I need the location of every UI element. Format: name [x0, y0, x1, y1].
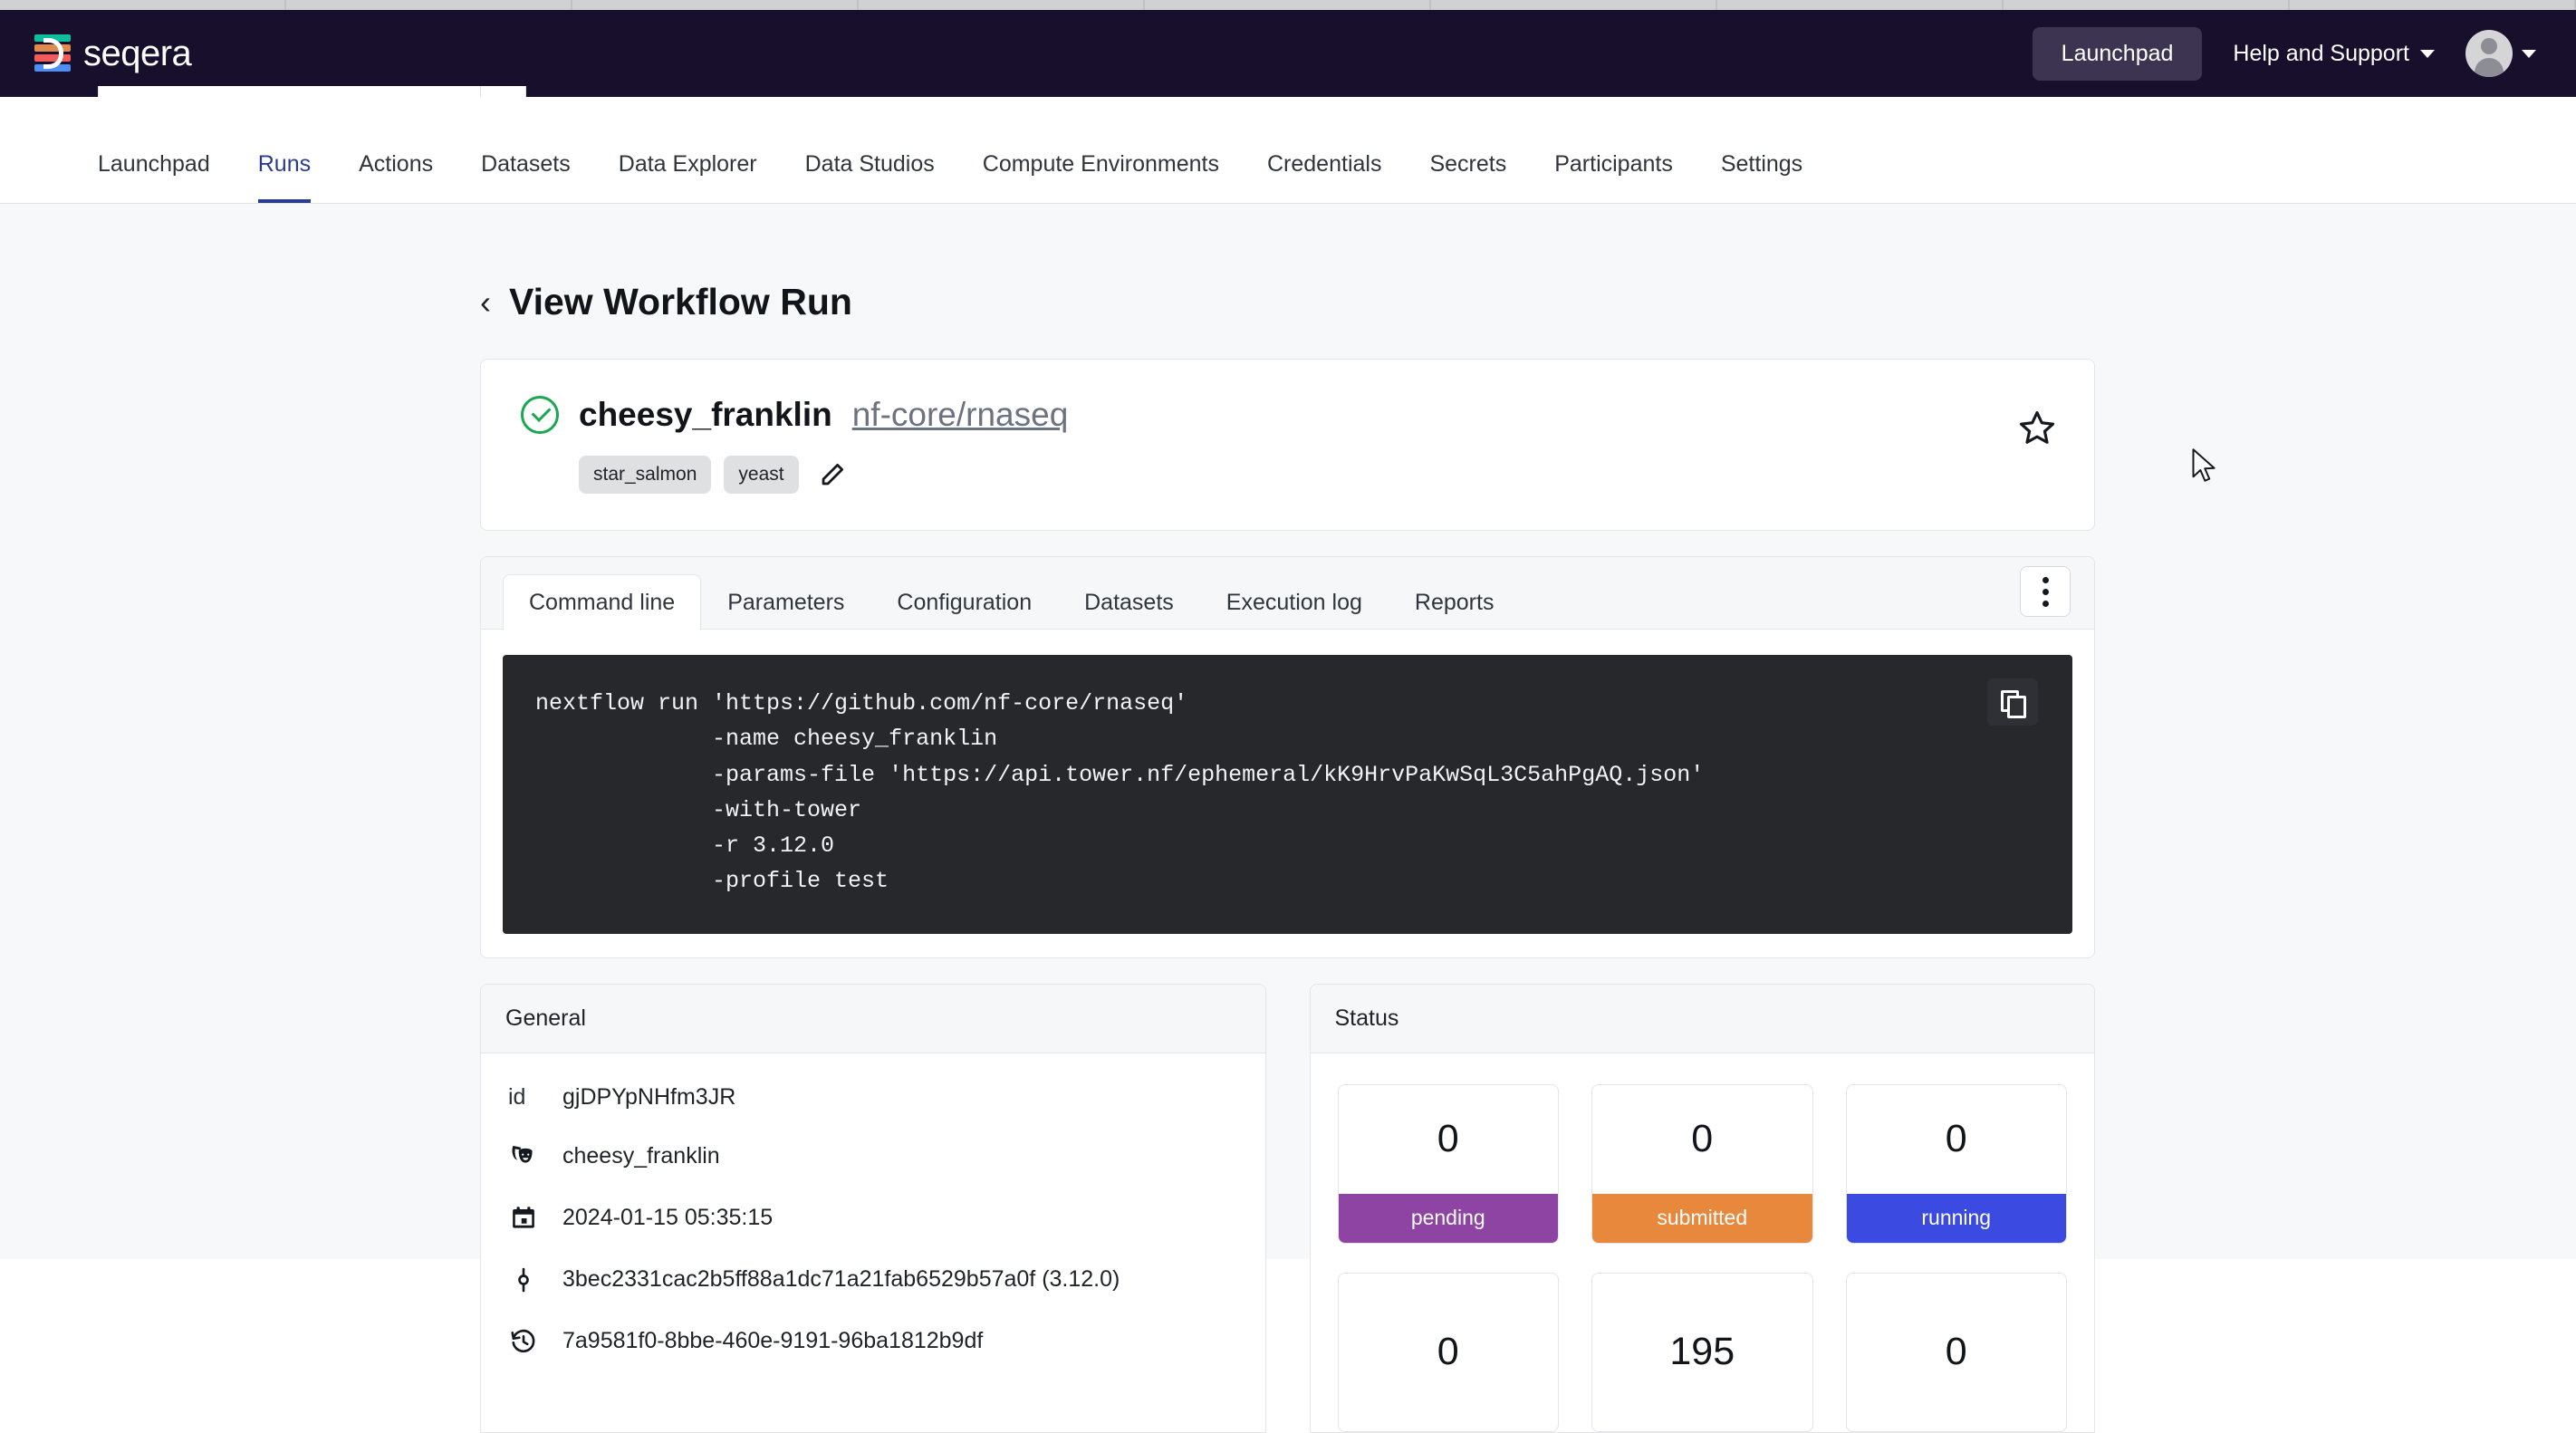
run-commit-value: 3bec2331cac2b5ff88a1dc71a21fab6529b57a0f…: [562, 1266, 1120, 1292]
tab-configuration[interactable]: Configuration: [897, 589, 1033, 615]
general-panel-body: id gjDPYpNHfm3JR cheesy_franklin: [481, 1053, 1265, 1397]
status-count: 0: [1945, 1117, 1967, 1160]
browser-tab-segment: [286, 0, 572, 10]
page-content: ‹ View Workflow Run cheesy_franklin nf-c…: [0, 204, 2576, 1433]
help-and-support-label: Help and Support: [2233, 40, 2409, 66]
status-cell[interactable]: 0: [1337, 1272, 1559, 1432]
subnav-item-datasets[interactable]: Datasets: [481, 151, 571, 177]
theater-masks-icon: [508, 1141, 539, 1172]
user-menu[interactable]: [2465, 30, 2536, 77]
top-navigation-bar: seqera Launchpad Help and Support: [0, 10, 2576, 97]
id-label: id: [508, 1083, 526, 1110]
status-count: 0: [1437, 1117, 1459, 1160]
pipeline-repo-link[interactable]: nf-core/rnaseq: [851, 396, 1069, 433]
run-detail-tabs: Command line Parameters Configuration Datas…: [481, 557, 2094, 630]
git-commit-icon: [508, 1265, 539, 1295]
status-badge: pending: [1338, 1193, 1558, 1243]
back-button[interactable]: ‹: [480, 283, 491, 321]
status-panel-title: Status: [1310, 984, 2094, 1053]
chevron-down-icon: [2420, 49, 2435, 58]
tab-datasets[interactable]: Datasets: [1084, 589, 1174, 615]
page-title: View Workflow Run: [509, 281, 852, 322]
tab-execution-log[interactable]: Execution log: [1226, 589, 1362, 615]
general-panel: General id gjDPYpNHfm3JR cheesy_franklin: [480, 983, 1266, 1433]
avatar: [2465, 30, 2513, 77]
general-row-commit: 3bec2331cac2b5ff88a1dc71a21fab6529b57a0f…: [508, 1265, 1238, 1295]
subnav-item-data-explorer[interactable]: Data Explorer: [618, 151, 757, 177]
run-id-value: gjDPYpNHfm3JR: [562, 1083, 736, 1110]
tab-parameters[interactable]: Parameters: [727, 589, 845, 615]
general-row-name: cheesy_franklin: [508, 1141, 1238, 1172]
command-line-text: nextflow run 'https://github.com/nf-core…: [535, 690, 1705, 895]
browser-tab-segment: [572, 0, 859, 10]
help-and-support-menu[interactable]: Help and Support: [2233, 41, 2435, 67]
kebab-menu-icon[interactable]: [2020, 566, 2071, 617]
status-count: 0: [1945, 1330, 1967, 1373]
status-cell-running[interactable]: 0 running: [1845, 1083, 2067, 1244]
subnav-item-runs[interactable]: Runs: [257, 151, 312, 203]
general-row-date: 2024-01-15 05:35:15: [508, 1203, 1238, 1234]
status-count: 195: [1669, 1330, 1735, 1373]
status-badge: submitted: [1592, 1193, 1812, 1243]
status-cell[interactable]: 195: [1591, 1272, 1813, 1432]
run-date-value: 2024-01-15 05:35:15: [562, 1205, 774, 1230]
subnav-item-launchpad[interactable]: Launchpad: [98, 151, 210, 177]
workspace-tab-nav: Launchpad Runs Actions Datasets Data Explore…: [0, 97, 2576, 204]
status-badge: running: [1846, 1193, 2066, 1243]
general-panel-title: General: [481, 984, 1265, 1053]
subnav-item-participants[interactable]: Participants: [1554, 151, 1673, 177]
tag-pill[interactable]: star_salmon: [579, 456, 712, 494]
browser-chrome-strip: [0, 0, 2576, 10]
brand-logo[interactable]: seqera: [34, 33, 192, 74]
subnav-item-settings[interactable]: Settings: [1720, 151, 1803, 177]
pencil-icon[interactable]: [819, 461, 846, 488]
tab-reports[interactable]: Reports: [1414, 589, 1495, 615]
calendar-icon: [508, 1203, 539, 1234]
run-tags: star_salmon yeast: [579, 456, 2018, 494]
browser-tab-segment: [1717, 0, 2004, 10]
browser-tab-segment: [0, 0, 286, 10]
status-count: 0: [1437, 1330, 1459, 1373]
subnav-item-compute-environments[interactable]: Compute Environments: [982, 151, 1219, 177]
status-panel: Status 0 pending 0 submitted 0 running 0 195 0: [1309, 983, 2095, 1433]
history-icon: [508, 1326, 539, 1357]
status-cell-pending[interactable]: 0 pending: [1337, 1083, 1559, 1244]
status-cell[interactable]: 0: [1845, 1272, 2067, 1432]
run-name-value: cheesy_franklin: [562, 1143, 720, 1169]
star-outline-icon[interactable]: [2018, 409, 2056, 447]
tab-command-line[interactable]: Command line: [503, 573, 702, 630]
browser-tab-segment: [2290, 0, 2576, 10]
browser-tab-segment: [1431, 0, 1717, 10]
launchpad-button[interactable]: Launchpad: [2032, 26, 2203, 81]
run-session-value: 7a9581f0-8bbe-460e-9191-96ba1812b9df: [562, 1328, 984, 1353]
status-count: 0: [1691, 1117, 1714, 1160]
check-circle-icon: [521, 396, 559, 434]
subnav-item-actions[interactable]: Actions: [359, 151, 434, 177]
browser-tab-segment: [1145, 0, 1431, 10]
copy-icon[interactable]: [1987, 678, 2038, 726]
general-row-session: 7a9581f0-8bbe-460e-9191-96ba1812b9df: [508, 1326, 1238, 1357]
browser-tab-segment: [2004, 0, 2290, 10]
subnav-item-credentials[interactable]: Credentials: [1267, 151, 1382, 177]
browser-tab-segment: [859, 0, 1145, 10]
chevron-down-icon: [2522, 49, 2536, 58]
run-name: cheesy_franklin: [579, 396, 832, 433]
general-row-id: id gjDPYpNHfm3JR: [508, 1084, 1238, 1111]
tag-pill[interactable]: yeast: [724, 456, 799, 494]
brand-name: seqera: [83, 33, 192, 73]
run-detail-tabs-card: Command line Parameters Configuration Datas…: [480, 556, 2095, 958]
command-line-terminal: nextflow run 'https://github.com/nf-core…: [503, 655, 2072, 934]
status-cell-submitted[interactable]: 0 submitted: [1591, 1083, 1813, 1244]
seqera-logo-icon: [34, 34, 71, 72]
run-header-card: cheesy_franklin nf-core/rnaseq star_salm…: [480, 359, 2095, 531]
status-grid: 0 pending 0 submitted 0 running 0 195 0: [1311, 1053, 2095, 1432]
subnav-item-secrets[interactable]: Secrets: [1429, 151, 1507, 177]
subnav-item-data-studios[interactable]: Data Studios: [804, 151, 935, 177]
